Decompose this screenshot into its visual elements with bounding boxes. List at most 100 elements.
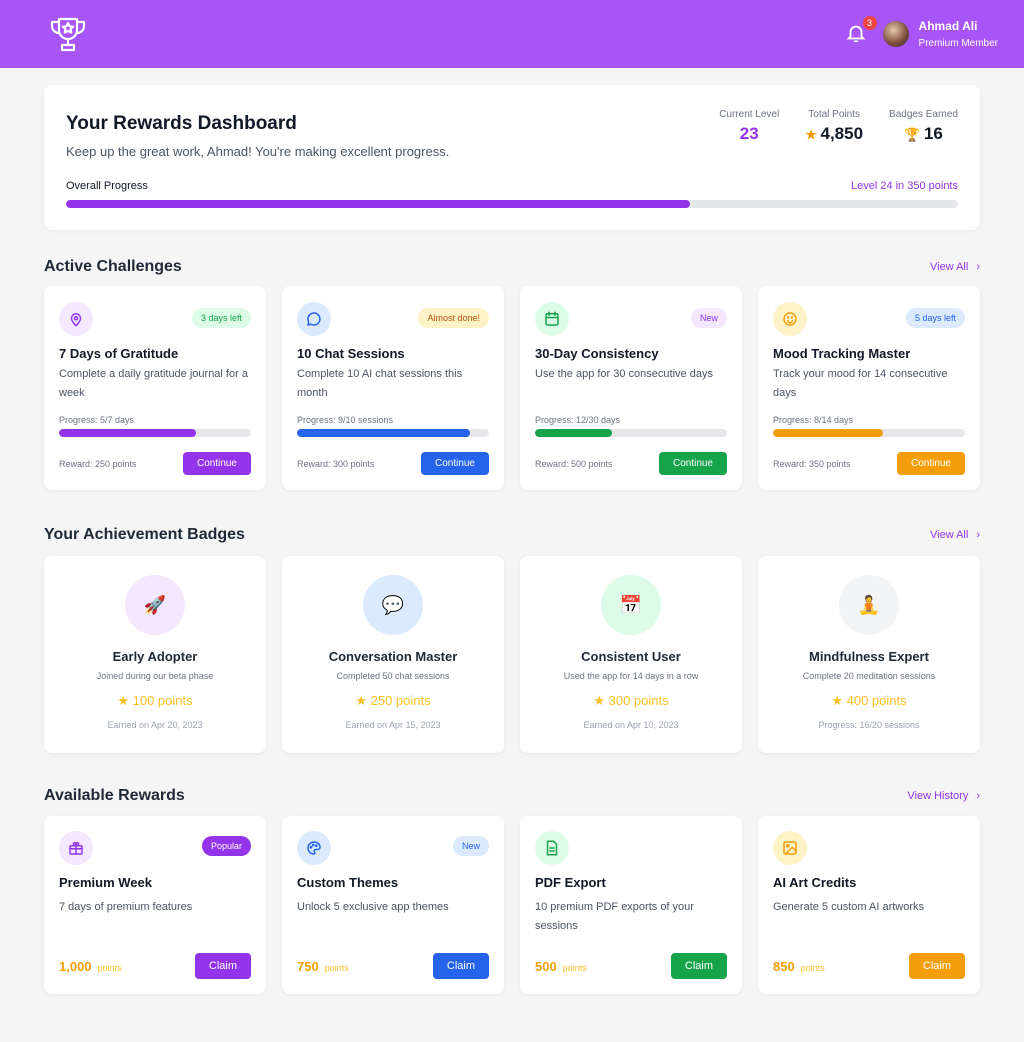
reward-title: AI Art Credits: [773, 875, 857, 890]
reward-description: 10 premium PDF exports of your sessions: [535, 901, 694, 932]
challenge-title: 7 Days of Gratitude: [59, 346, 179, 361]
link-label: View All: [930, 529, 969, 541]
overall-progress-bar: [66, 200, 958, 208]
stat-current-level: Current Level 23: [719, 109, 779, 144]
chevron-right-icon: ›: [976, 529, 980, 541]
view-all-challenges-link[interactable]: View All ›: [930, 261, 980, 273]
gift-icon: [69, 842, 83, 855]
user-role: Premium Member: [918, 38, 998, 49]
progress-text: Progress: 8/14 days: [773, 415, 854, 425]
page-subtitle: Keep up the great work, Ahmad! You're ma…: [66, 144, 450, 159]
section-title-challenges: Active Challenges: [44, 258, 182, 275]
reward-card: AI Art Credits Generate 5 custom AI artw…: [758, 816, 980, 994]
badge-card[interactable]: 💬 Conversation Master Completed 50 chat …: [282, 556, 504, 753]
reward-description: Generate 5 custom AI artworks: [773, 901, 925, 913]
reward-cost-unit: points: [97, 962, 122, 973]
status-badge: New: [690, 308, 727, 328]
stat-label: Current Level: [719, 109, 780, 120]
smiley-icon: [783, 312, 797, 326]
challenge-title: Mood Tracking Master: [773, 346, 911, 361]
continue-button[interactable]: Continue: [182, 452, 251, 475]
challenge-progress-bar: [59, 429, 251, 437]
challenge-icon: [535, 302, 569, 336]
reward-title: Premium Week: [59, 875, 152, 890]
badge-description: Completed 50 chat sessions: [336, 671, 450, 681]
document-icon: [546, 840, 558, 856]
challenge-icon: [59, 302, 93, 336]
reward-cost: 750: [297, 958, 319, 974]
stat-label: Badges Earned: [889, 109, 958, 120]
progress-text: Progress: 12/30 days: [535, 415, 621, 425]
reward-cost-unit: points: [562, 962, 587, 973]
notifications-button[interactable]: 3: [845, 16, 877, 46]
badge-status: Earned on Apr 20, 2023: [107, 720, 203, 730]
link-label: View History: [907, 790, 969, 802]
palette-icon: [307, 841, 321, 855]
continue-button[interactable]: Continue: [896, 452, 965, 475]
challenge-card: 5 days left Mood Tracking Master Track y…: [758, 286, 980, 490]
challenge-title: 30-Day Consistency: [535, 346, 659, 361]
claim-button[interactable]: Claim: [432, 953, 489, 979]
challenge-progress-bar: [535, 429, 727, 437]
reward-icon: [773, 831, 807, 865]
continue-button[interactable]: Continue: [658, 452, 727, 475]
view-history-link[interactable]: View History ›: [907, 790, 980, 802]
continue-button[interactable]: Continue: [420, 452, 489, 475]
reward-text: Reward: 300 points: [297, 458, 375, 469]
badge-description: Complete 20 meditation sessions: [802, 671, 936, 681]
challenge-card: Almost done! 10 Chat Sessions Complete 1…: [282, 286, 504, 490]
badge-title: Consistent User: [581, 649, 681, 664]
challenge-card: 3 days left 7 Days of Gratitude Complete…: [44, 286, 266, 490]
status-badge: 5 days left: [905, 308, 965, 328]
challenge-progress-bar: [773, 429, 965, 437]
badge-points: ★ 250 points: [355, 693, 431, 708]
badge-title: Early Adopter: [112, 649, 198, 664]
reward-title: PDF Export: [535, 875, 606, 890]
challenge-icon: [773, 302, 807, 336]
calendar-icon: 📅: [601, 575, 661, 635]
section-title-badges: Your Achievement Badges: [44, 526, 245, 543]
progress-text: Progress: 9/10 sessions: [297, 415, 394, 425]
reward-cost-unit: points: [800, 962, 825, 973]
chevron-right-icon: ›: [976, 261, 980, 273]
user-name: Ahmad Ali: [918, 19, 978, 33]
view-all-badges-link[interactable]: View All ›: [930, 529, 980, 541]
location-pin-icon: [70, 313, 82, 327]
challenge-title: 10 Chat Sessions: [297, 346, 405, 361]
badge-title: Conversation Master: [328, 649, 458, 664]
section-title-rewards: Available Rewards: [44, 787, 185, 804]
claim-button[interactable]: Claim: [908, 953, 965, 979]
calendar-icon: [545, 311, 559, 326]
reward-card: PDF Export 10 premium PDF exports of you…: [520, 816, 742, 994]
claim-button[interactable]: Claim: [670, 953, 727, 979]
badge-card[interactable]: 🧘 Mindfulness Expert Complete 20 meditat…: [758, 556, 980, 753]
status-badge: Almost done!: [418, 308, 489, 328]
reward-badge: Popular: [201, 836, 251, 856]
reward-badge: New: [452, 836, 489, 856]
chat-bubble-icon: [307, 312, 321, 326]
challenge-description: Use the app for 30 consecutive days: [535, 368, 713, 380]
stat-total-points: Total Points ★ 4,850: [805, 109, 863, 144]
reward-card: New Custom Themes Unlock 5 exclusive app…: [282, 816, 504, 994]
bell-icon: [845, 25, 866, 43]
rocket-icon: 🚀: [125, 575, 185, 635]
claim-button[interactable]: Claim: [194, 953, 251, 979]
page-title: Your Rewards Dashboard: [66, 113, 297, 134]
stat-badges-earned: Badges Earned 🏆 16: [889, 109, 958, 144]
challenge-icon: [297, 302, 331, 336]
badges-grid: 🚀 Early Adopter Joined during our beta p…: [44, 556, 980, 753]
reward-cost: 1,000: [59, 958, 92, 974]
avatar[interactable]: [882, 21, 909, 47]
rewards-grid: Popular Premium Week 7 days of premium f…: [44, 816, 980, 994]
stat-value: 23: [739, 124, 759, 143]
badge-points: ★ 400 points: [831, 693, 907, 708]
badge-description: Used the app for 14 days in a row: [563, 671, 699, 681]
reward-cost: 850: [773, 958, 795, 974]
trophy-logo-icon[interactable]: [48, 14, 88, 54]
badge-card[interactable]: 📅 Consistent User Used the app for 14 da…: [520, 556, 742, 753]
reward-description: Unlock 5 exclusive app themes: [297, 901, 449, 913]
badge-card[interactable]: 🚀 Early Adopter Joined during our beta p…: [44, 556, 266, 753]
reward-cost-unit: points: [324, 962, 349, 973]
challenges-grid: 3 days left 7 Days of Gratitude Complete…: [44, 286, 980, 490]
reward-icon: [535, 831, 569, 865]
